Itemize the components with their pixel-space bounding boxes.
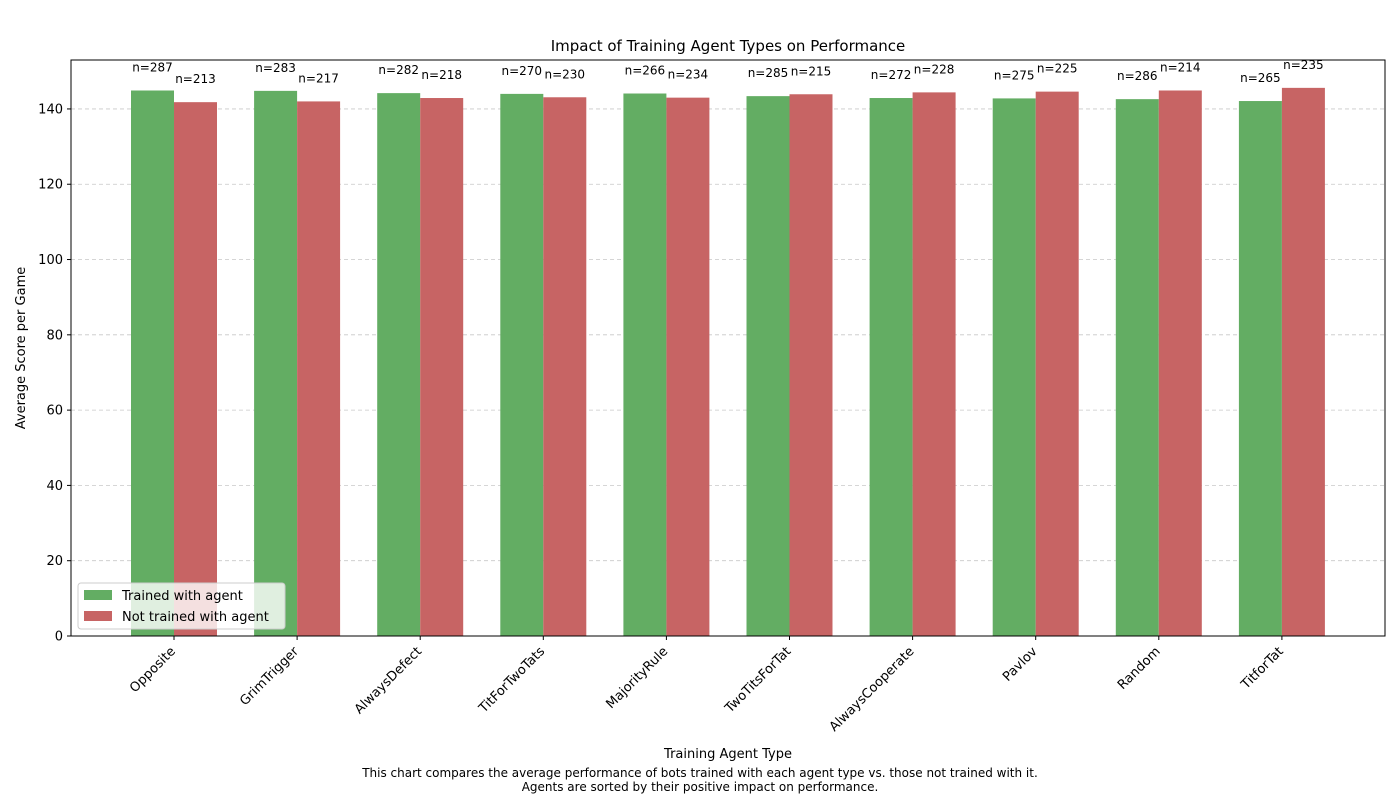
bar-count-label: n=285 bbox=[748, 66, 789, 80]
legend-swatch-not-trained bbox=[84, 611, 112, 621]
bar-count-label: n=213 bbox=[175, 72, 216, 86]
bar-count-label: n=265 bbox=[1240, 71, 1281, 85]
bar-count-label: n=286 bbox=[1117, 69, 1158, 83]
bar-trained bbox=[500, 93, 544, 637]
bar-not-trained bbox=[1158, 90, 1202, 636]
y-tick-label: 120 bbox=[38, 178, 63, 193]
legend-box bbox=[77, 582, 286, 630]
bar-count-label: n=217 bbox=[298, 71, 339, 85]
bar-not-trained bbox=[174, 102, 217, 637]
bar-trained bbox=[131, 90, 174, 636]
y-tick-label: 80 bbox=[46, 328, 63, 343]
bar-count-label: n=230 bbox=[545, 67, 586, 81]
bar-trained bbox=[1238, 101, 1282, 637]
x-tick-label: Pavlov bbox=[1000, 644, 1041, 685]
bar-count-label: n=215 bbox=[791, 64, 832, 78]
bar-trained bbox=[623, 93, 667, 637]
bar-trained bbox=[1115, 99, 1159, 636]
caption-line-1: This chart compares the average performa… bbox=[362, 766, 1038, 780]
bars bbox=[131, 87, 1325, 637]
bar-not-trained bbox=[1035, 91, 1079, 636]
bar-trained bbox=[746, 96, 790, 636]
x-tick-label: GrimTrigger bbox=[237, 644, 302, 709]
y-tick-label: 100 bbox=[38, 253, 63, 268]
bar-count-label: n=235 bbox=[1283, 58, 1324, 72]
plot-frame bbox=[70, 59, 1386, 637]
legend-label-trained: Trained with agent bbox=[121, 589, 243, 604]
bar-count-label: n=270 bbox=[502, 64, 543, 78]
y-tick-label: 140 bbox=[38, 102, 63, 117]
bar-count-label: n=272 bbox=[871, 68, 912, 82]
x-tick-label: AlwaysDefect bbox=[352, 644, 425, 717]
bar-not-trained bbox=[420, 98, 464, 636]
bar-count-label: n=283 bbox=[255, 61, 296, 75]
bar-count-label: n=214 bbox=[1160, 60, 1201, 74]
bar-not-trained bbox=[1281, 87, 1325, 636]
bar-count-label: n=275 bbox=[994, 68, 1035, 82]
legend: Trained with agent Not trained with agen… bbox=[77, 582, 286, 630]
bar-count-label: n=228 bbox=[914, 62, 955, 76]
bar-count-label: n=266 bbox=[625, 64, 666, 78]
bar-not-trained bbox=[789, 94, 833, 636]
bar-count-label: n=218 bbox=[421, 68, 462, 82]
bar-count-label: n=282 bbox=[378, 63, 419, 77]
bar-trained bbox=[992, 98, 1036, 636]
bar-trained bbox=[377, 93, 421, 637]
y-tick-label: 40 bbox=[46, 479, 63, 494]
legend-swatch-trained bbox=[84, 590, 112, 600]
x-tick-label: MajorityRule bbox=[603, 644, 671, 712]
bar-trained bbox=[254, 90, 298, 636]
bar-count-label: n=234 bbox=[668, 68, 709, 82]
x-tick-label: TitforTat bbox=[1238, 644, 1287, 693]
bar-count-label: n=287 bbox=[132, 60, 173, 74]
legend-label-not-trained: Not trained with agent bbox=[122, 610, 269, 625]
bar-count-label: n=225 bbox=[1037, 62, 1078, 76]
x-tick-label: Opposite bbox=[127, 644, 179, 696]
y-tick-label: 60 bbox=[46, 404, 63, 419]
x-tick-label: AlwaysCooperate bbox=[827, 644, 918, 735]
x-tick-label: TwoTitsForTat bbox=[722, 644, 795, 717]
bar-not-trained bbox=[912, 92, 956, 637]
y-axis-label: Average Score per Game bbox=[14, 267, 29, 430]
y-tick-label: 0 bbox=[55, 630, 63, 645]
x-tick-label: TitForTwoTats bbox=[476, 644, 549, 717]
bar-not-trained bbox=[297, 101, 341, 637]
x-tick-label: Random bbox=[1115, 644, 1164, 693]
bar-trained bbox=[869, 98, 913, 636]
bar-not-trained bbox=[666, 97, 710, 637]
bar-not-trained bbox=[543, 97, 587, 637]
caption-line-2: Agents are sorted by their positive impa… bbox=[521, 780, 879, 794]
x-axis-label: Training Agent Type bbox=[663, 747, 792, 762]
chart-title: Impact of Training Agent Types on Perfor… bbox=[551, 37, 906, 55]
y-tick-label: 20 bbox=[46, 554, 63, 569]
